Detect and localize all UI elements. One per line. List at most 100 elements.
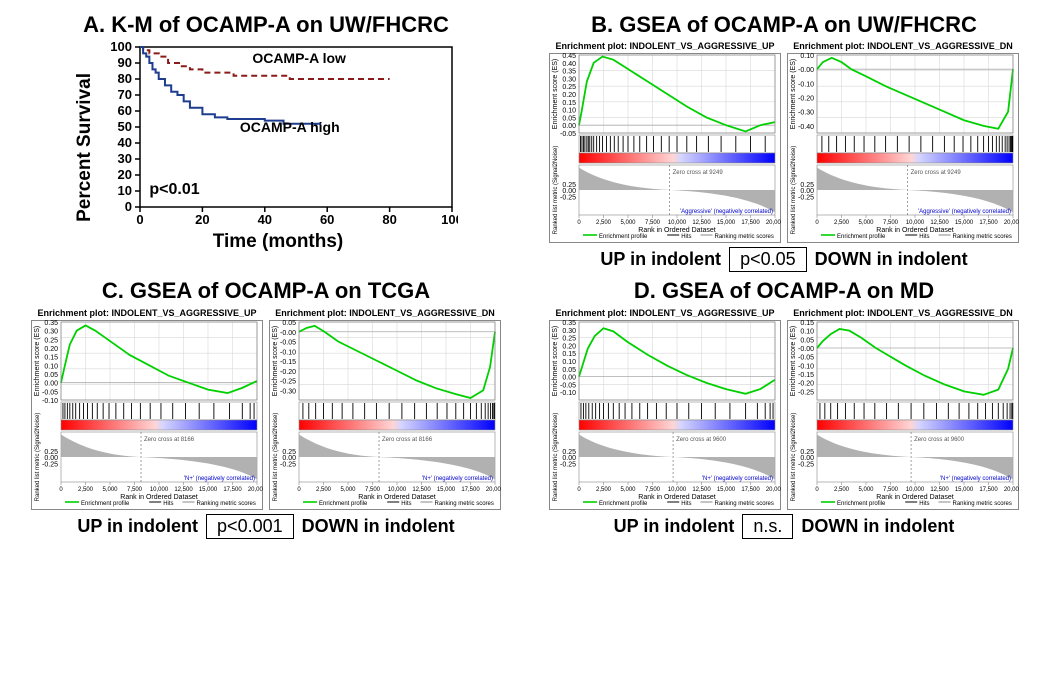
svg-text:0.05: 0.05: [562, 366, 576, 373]
svg-text:15,000: 15,000: [437, 487, 456, 493]
svg-text:Zero cross at 9249: Zero cross at 9249: [911, 170, 962, 176]
svg-text:10,000: 10,000: [388, 487, 407, 493]
panel-d-title: D. GSEA of OCAMP-A on MD: [634, 278, 934, 303]
svg-text:0.15: 0.15: [800, 320, 814, 327]
gsea-d-dn-subtitle: Enrichment plot: INDOLENT_VS_AGGRESSIVE_…: [787, 308, 1019, 318]
svg-text:-0.05: -0.05: [798, 354, 814, 361]
svg-text:0.05: 0.05: [562, 116, 576, 123]
gsea-b-up: Enrichment plot: INDOLENT_VS_AGGRESSIVE_…: [549, 41, 781, 243]
svg-text:Zero cross at 9600: Zero cross at 9600: [914, 437, 965, 443]
svg-text:50: 50: [118, 119, 132, 134]
svg-text:Hits: Hits: [919, 501, 929, 507]
svg-text:Enrichment score (ES): Enrichment score (ES): [272, 325, 279, 395]
svg-text:Ranked list metric (Signal2Noi: Ranked list metric (Signal2Noise): [553, 412, 559, 501]
svg-text:40: 40: [258, 212, 272, 227]
svg-text:Zero cross at 9600: Zero cross at 9600: [676, 437, 727, 443]
svg-text:0.00: 0.00: [562, 188, 576, 195]
svg-text:0.15: 0.15: [562, 100, 576, 107]
svg-text:OCAMP-A low: OCAMP-A low: [252, 50, 346, 66]
svg-text:0.35: 0.35: [562, 69, 576, 76]
svg-text:20,000: 20,000: [486, 487, 501, 493]
svg-text:2,500: 2,500: [596, 487, 612, 493]
svg-text:12,500: 12,500: [412, 487, 431, 493]
svg-text:70: 70: [118, 87, 132, 102]
svg-text:Zero cross at 8166: Zero cross at 8166: [144, 437, 195, 443]
svg-text:'Aggressive' (negatively corre: 'Aggressive' (negatively correlated): [680, 209, 773, 215]
svg-text:Hits: Hits: [919, 234, 929, 240]
svg-text:0.05: 0.05: [44, 372, 58, 379]
svg-text:-0.10: -0.10: [42, 398, 58, 405]
svg-text:-0.15: -0.15: [280, 359, 296, 366]
svg-text:-0.25: -0.25: [798, 389, 814, 396]
svg-text:20: 20: [195, 212, 209, 227]
svg-text:0.00: 0.00: [562, 455, 576, 462]
svg-text:0.00: 0.00: [282, 455, 296, 462]
svg-text:Hits: Hits: [163, 501, 173, 507]
svg-text:Enrichment score (ES): Enrichment score (ES): [790, 59, 797, 129]
gsea-b-up-plot: -0.050.000.050.100.150.200.250.300.350.4…: [549, 53, 781, 243]
svg-text:60: 60: [118, 103, 132, 118]
svg-text:Enrichment profile: Enrichment profile: [837, 234, 886, 240]
panel-c-left-label: UP in indolent: [77, 516, 198, 537]
svg-text:Zero cross at 8166: Zero cross at 8166: [382, 437, 433, 443]
svg-text:10,000: 10,000: [668, 487, 687, 493]
svg-text:Rank in Ordered Dataset: Rank in Ordered Dataset: [358, 494, 435, 501]
svg-text:Rank in Ordered Dataset: Rank in Ordered Dataset: [120, 494, 197, 501]
gsea-c-up: Enrichment plot: INDOLENT_VS_AGGRESSIVE_…: [31, 308, 263, 510]
svg-text:5,000: 5,000: [858, 220, 874, 226]
svg-text:20: 20: [118, 167, 132, 182]
svg-text:2,500: 2,500: [316, 487, 332, 493]
gsea-b-dn-subtitle: Enrichment plot: INDOLENT_VS_AGGRESSIVE_…: [787, 41, 1019, 51]
panel-c: C. GSEA of OCAMP-A on TCGA Enrichment pl…: [12, 278, 520, 538]
svg-text:0.30: 0.30: [44, 328, 58, 335]
svg-text:Ranking metric scores: Ranking metric scores: [953, 501, 1012, 507]
panel-b-caption: UP in indolent p<0.05 DOWN in indolent: [600, 247, 967, 272]
svg-text:20,000: 20,000: [1004, 487, 1019, 493]
svg-text:0.25: 0.25: [562, 84, 576, 91]
svg-text:Ranking metric scores: Ranking metric scores: [715, 501, 774, 507]
svg-text:30: 30: [118, 151, 132, 166]
svg-text:-0.40: -0.40: [798, 124, 814, 131]
svg-text:0.15: 0.15: [44, 354, 58, 361]
km-ylabel: Percent Survival: [74, 73, 96, 222]
svg-text:15,000: 15,000: [717, 220, 736, 226]
svg-text:0: 0: [136, 212, 143, 227]
panel-b-right-label: DOWN in indolent: [815, 249, 968, 270]
svg-text:80: 80: [118, 71, 132, 86]
svg-text:Ranked list metric (Signal2Noi: Ranked list metric (Signal2Noise): [553, 146, 559, 235]
svg-text:-0.15: -0.15: [798, 372, 814, 379]
svg-text:-0.10: -0.10: [798, 363, 814, 370]
svg-text:17,500: 17,500: [741, 220, 760, 226]
svg-text:-0.05: -0.05: [280, 339, 296, 346]
svg-text:0.20: 0.20: [562, 92, 576, 99]
gsea-c-dn-subtitle: Enrichment plot: INDOLENT_VS_AGGRESSIVE_…: [269, 308, 501, 318]
figure-grid: A. K-M of OCAMP-A on UW/FHCRC Percent Su…: [12, 12, 1038, 539]
svg-text:Ranking metric scores: Ranking metric scores: [197, 501, 256, 507]
panel-d-pbox: n.s.: [742, 514, 793, 539]
svg-text:-0.00: -0.00: [798, 346, 814, 353]
svg-text:-0.25: -0.25: [280, 378, 296, 385]
svg-text:17,500: 17,500: [461, 487, 480, 493]
svg-text:5,000: 5,000: [340, 487, 356, 493]
svg-text:OCAMP-A high: OCAMP-A high: [240, 119, 340, 135]
gsea-c-dn-plot: -0.30-0.25-0.20-0.15-0.10-0.05-0.000.05E…: [269, 320, 501, 510]
svg-text:'Aggressive' (negatively corre: 'Aggressive' (negatively correlated): [918, 209, 1011, 215]
svg-text:0.25: 0.25: [800, 448, 814, 455]
svg-text:Rank in Ordered Dataset: Rank in Ordered Dataset: [876, 494, 953, 501]
svg-text:5,000: 5,000: [620, 220, 636, 226]
svg-text:-0.10: -0.10: [560, 390, 576, 397]
svg-text:-0.25: -0.25: [42, 461, 58, 468]
svg-text:Ranked list metric (Signal2Noi: Ranked list metric (Signal2Noise): [273, 412, 279, 501]
svg-text:7,500: 7,500: [645, 220, 661, 226]
svg-text:40: 40: [118, 135, 132, 150]
svg-text:12,500: 12,500: [174, 487, 193, 493]
svg-text:'N+' (negatively correlated): 'N+' (negatively correlated): [702, 476, 773, 482]
svg-text:Ranked list metric (Signal2Noi: Ranked list metric (Signal2Noise): [35, 412, 41, 501]
svg-text:2,500: 2,500: [834, 220, 850, 226]
svg-text:0.00: 0.00: [562, 374, 576, 381]
svg-text:7,500: 7,500: [645, 487, 661, 493]
svg-text:0.25: 0.25: [44, 337, 58, 344]
svg-text:12,500: 12,500: [930, 487, 949, 493]
svg-text:Zero cross at 9249: Zero cross at 9249: [673, 170, 724, 176]
svg-text:Enrichment profile: Enrichment profile: [837, 501, 886, 507]
